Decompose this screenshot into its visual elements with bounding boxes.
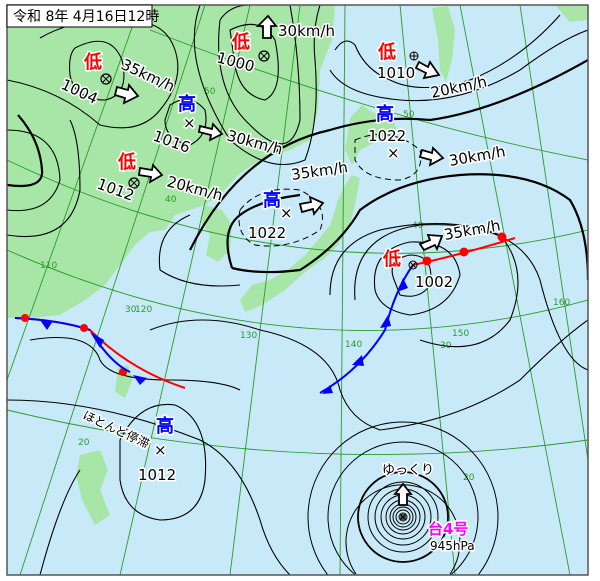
pressure-value: 1012 [138, 466, 176, 484]
pressure-value: 1022 [368, 127, 406, 145]
high-center-icon: × [154, 441, 167, 459]
grid-label-lon140: 140 [345, 340, 362, 350]
low-symbol: 低 [382, 248, 401, 270]
grid-label-lat50: 50 [204, 87, 216, 97]
land-japan [240, 175, 360, 312]
isobars [7, 5, 588, 575]
land-luzon [76, 450, 110, 525]
grid-label-lat40b: 40 [412, 221, 424, 231]
grid-label-lat20: 20 [78, 438, 90, 448]
movement-speed: 30km/h [278, 22, 335, 40]
movement-arrow-icon [393, 482, 413, 506]
low-symbol: 低 [117, 151, 136, 173]
warm-front [412, 232, 516, 266]
high-symbol: 高 [178, 93, 196, 115]
grid-label-lat20b: 20 [463, 473, 475, 483]
grid-label-lon160: 160 [553, 298, 570, 308]
movement-arrow-icon [255, 14, 278, 39]
low-center-icon [100, 73, 112, 85]
land-continent [7, 5, 335, 318]
pressure-value: 1002 [415, 273, 453, 291]
grid-label-lon110: 110 [40, 261, 57, 271]
high-center-icon: × [280, 204, 293, 222]
grid-label-lat30: 30 [125, 305, 137, 315]
low-center-icon [408, 260, 418, 270]
high-symbol: 高 [263, 189, 281, 211]
grid-label-lat40: 40 [165, 195, 177, 205]
high-center-icon: × [183, 114, 196, 132]
movement-arrow-icon [298, 195, 325, 217]
low-symbol: 低 [377, 41, 396, 63]
movement-arrow-icon [418, 146, 445, 167]
high-symbol: 高 [376, 103, 394, 125]
high-center-icon: × [387, 144, 400, 162]
high-1022-west: 高 × 1022 35km/h [247, 157, 351, 244]
high-symbol: 高 [156, 415, 174, 437]
grid-label-lon130: 130 [240, 331, 257, 341]
typhoon-pressure: 945hPa [430, 539, 475, 553]
low-symbol: 低 [83, 51, 102, 73]
title-box: 令和 8年 4月16日12時 [6, 4, 159, 28]
pressure-value: 1022 [248, 224, 286, 242]
map-frame [6, 4, 589, 576]
map-title: 令和 8年 4月16日12時 [13, 9, 159, 25]
low-center-icon [409, 51, 419, 61]
low-symbol: 低 [231, 31, 250, 53]
movement-speed: ゆっくり [382, 463, 434, 478]
land-kamchatka [555, 5, 588, 22]
movement-arrow-icon [197, 122, 224, 142]
low-center-icon [258, 50, 270, 62]
movement-arrow-icon [418, 233, 444, 252]
cold-front [319, 264, 414, 394]
grid-label-lat50b: 50 [403, 110, 415, 120]
typhoon-center-icon [399, 513, 407, 521]
lat-lon-grid: 50 40 30 20 40 50 30 20 110 120 130 140 … [7, 5, 588, 575]
land-sakhalin [432, 6, 455, 82]
typhoon-isobars [307, 421, 499, 575]
movement-arrow-icon [414, 60, 441, 80]
pressure-value: 1010 [377, 64, 415, 82]
low-center-icon [128, 177, 140, 189]
typhoon-4: ゆっくり 台4号 945hPa [381, 462, 477, 555]
grid-label-lon120: 120 [135, 305, 152, 315]
movement-arrow-icon [137, 163, 164, 184]
stationary-front [14, 314, 186, 389]
typhoon-name: 台4号 [428, 520, 468, 538]
grid-label-lon150: 150 [452, 329, 469, 339]
movement-arrow-icon [113, 82, 140, 105]
